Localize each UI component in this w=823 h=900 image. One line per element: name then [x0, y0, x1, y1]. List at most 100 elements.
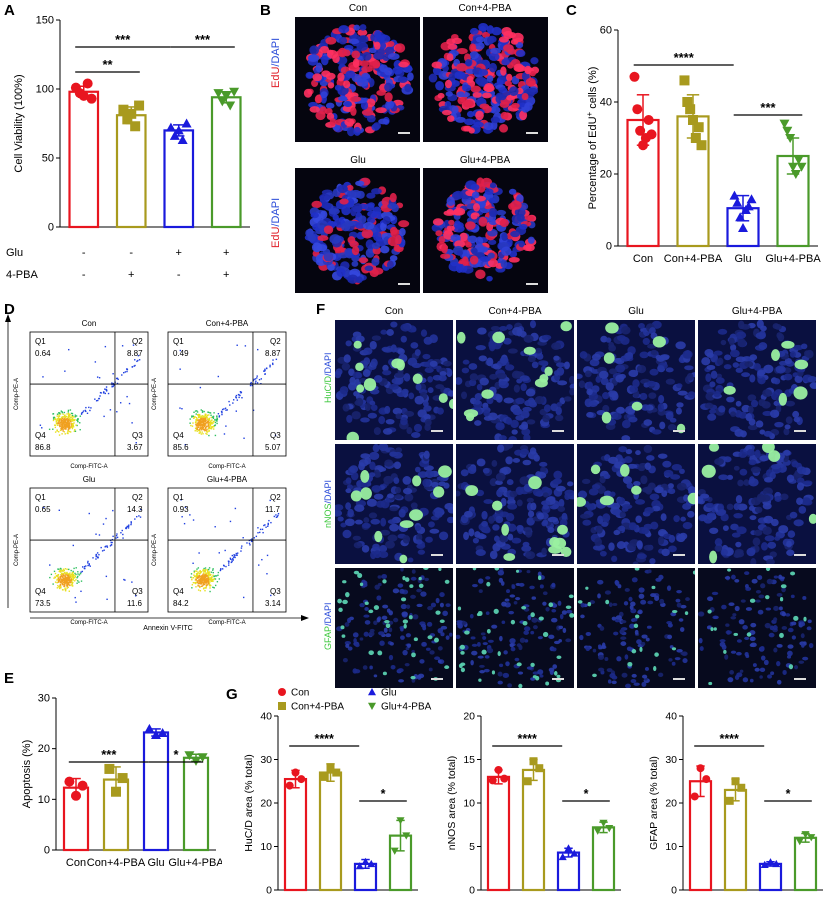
- flow-event: [68, 422, 70, 424]
- data-point: [64, 776, 75, 787]
- treatment-sign: -: [177, 269, 181, 281]
- flow-event: [232, 399, 235, 401]
- flow-event: [121, 345, 124, 347]
- flow-event: [200, 429, 203, 431]
- flow-event: [202, 423, 204, 426]
- flow-event: [112, 535, 114, 538]
- micrograph-texture: [335, 444, 453, 564]
- flow-event: [69, 581, 71, 584]
- flow-event: [203, 569, 205, 571]
- flow-event: [105, 517, 107, 520]
- flow-event: [213, 587, 215, 589]
- flow-event: [77, 580, 79, 582]
- flow-event: [201, 580, 203, 582]
- flow-event: [201, 423, 203, 426]
- chart-area-quantification: Con Con+4-PBA Glu Glu+4-PBA 0 10 20 30 40 HuC/D a…: [243, 688, 823, 897]
- flow-event: [225, 409, 227, 411]
- flow-event: [212, 574, 214, 576]
- flow-event: [205, 584, 207, 586]
- q3-label: Q3: [132, 431, 143, 440]
- flow-event: [134, 364, 136, 367]
- row-label-glu: Glu: [6, 247, 23, 259]
- data-point: [144, 723, 155, 733]
- flow-event: [261, 558, 263, 561]
- data-point: [807, 834, 816, 842]
- flow-event: [52, 419, 55, 422]
- flow-event: [195, 573, 198, 575]
- flow-event: [199, 432, 201, 434]
- flow-event: [197, 424, 200, 426]
- flow-event: [105, 386, 108, 388]
- flow-event: [205, 416, 207, 418]
- flow-event: [72, 576, 75, 578]
- flow-event: [202, 428, 205, 431]
- flow-event: [198, 576, 200, 579]
- flow-event: [212, 422, 214, 424]
- flow-event: [264, 373, 266, 375]
- flow-event: [60, 419, 63, 421]
- flow-event: [70, 424, 72, 426]
- flow-event: [205, 587, 207, 589]
- x-tick-label: Glu: [147, 857, 164, 869]
- flow-event: [199, 571, 201, 573]
- flow-event: [202, 421, 205, 423]
- flow-event: [71, 583, 74, 585]
- flow-event: [54, 424, 57, 426]
- flow-event: [209, 412, 211, 414]
- flow-event: [202, 569, 205, 571]
- flow-event: [218, 578, 221, 580]
- flow-event: [201, 577, 204, 579]
- flow-event: [206, 584, 209, 586]
- flow-event: [70, 425, 73, 428]
- outer-y-arrow: [5, 314, 11, 322]
- flow-event: [64, 577, 66, 579]
- flow-event: [56, 413, 59, 415]
- flow-event: [225, 565, 227, 568]
- flow-event: [250, 381, 252, 384]
- flow-event: [42, 376, 44, 378]
- flow-event: [68, 428, 70, 430]
- q4-label: Q4: [173, 431, 184, 440]
- flow-event: [191, 577, 193, 579]
- flow-event: [239, 391, 242, 393]
- flow-event: [202, 584, 204, 587]
- flow-event: [204, 421, 207, 423]
- flow-event: [254, 382, 257, 384]
- flow-event: [235, 552, 237, 555]
- flow-event: [197, 416, 200, 419]
- flow-event: [75, 415, 78, 417]
- flow-event: [195, 578, 197, 581]
- y-tick-label: 0: [48, 222, 54, 234]
- flow-event: [259, 528, 262, 531]
- flow-event: [73, 577, 75, 579]
- flow-event: [65, 579, 67, 582]
- flow-event: [62, 420, 64, 423]
- flow-event: [66, 421, 69, 423]
- flow-event: [72, 579, 74, 581]
- flow-event: [206, 416, 208, 419]
- flow-event: [275, 514, 277, 516]
- flow-event: [214, 578, 217, 580]
- flow-event: [130, 522, 132, 524]
- flow-event: [214, 526, 216, 528]
- flow-event: [241, 397, 243, 399]
- data-point: [126, 108, 137, 119]
- flow-event: [232, 559, 234, 561]
- data-point: [367, 859, 376, 868]
- flow-event: [98, 377, 101, 379]
- flow-event: [67, 573, 69, 575]
- flow-event: [67, 574, 69, 577]
- q4-label: Q4: [35, 587, 46, 596]
- flow-event: [94, 361, 97, 363]
- flow-event: [57, 419, 59, 421]
- x-tick-label: Con: [66, 857, 86, 869]
- data-point: [173, 125, 184, 135]
- flow-event: [195, 425, 198, 427]
- flow-event: [207, 411, 209, 413]
- flow-event: [54, 572, 57, 575]
- flow-event: [92, 557, 94, 559]
- flow-event: [257, 348, 259, 351]
- flow-event: [194, 582, 196, 584]
- flow-event: [115, 537, 117, 539]
- flow-event: [87, 564, 89, 567]
